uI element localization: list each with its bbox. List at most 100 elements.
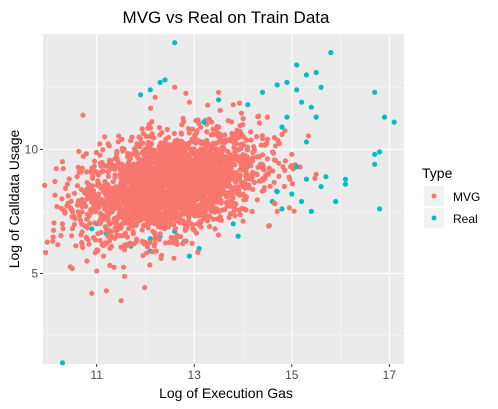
- mvg-point: [183, 181, 189, 187]
- mvg-point: [130, 179, 136, 185]
- mvg-point: [195, 154, 201, 161]
- mvg-point: [107, 245, 113, 251]
- mvg-point: [71, 190, 78, 196]
- mvg-point: [260, 163, 267, 169]
- mvg-point: [122, 273, 128, 279]
- x-tick-label: 11: [90, 368, 103, 382]
- mvg-point: [43, 249, 49, 256]
- real-point: [308, 208, 314, 214]
- mvg-point: [117, 233, 123, 239]
- real-point: [201, 119, 207, 125]
- mvg-point: [101, 213, 107, 219]
- mvg-point: [144, 188, 150, 194]
- mvg-point: [212, 164, 218, 170]
- mvg-point: [219, 178, 225, 184]
- mvg-point: [66, 176, 72, 182]
- real-point: [313, 114, 319, 120]
- real-point: [372, 151, 378, 157]
- mvg-point: [254, 134, 260, 140]
- mvg-point: [266, 223, 272, 229]
- mvg-point: [52, 178, 58, 185]
- y-tick-label: 5: [31, 266, 38, 280]
- mvg-point: [254, 172, 260, 178]
- mvg-point: [210, 171, 216, 178]
- mvg-point: [50, 238, 56, 244]
- mvg-point: [142, 172, 148, 178]
- mvg-point: [258, 178, 264, 184]
- mvg-point: [214, 176, 220, 182]
- real-point: [381, 114, 388, 120]
- mvg-point: [109, 234, 115, 240]
- mvg-point: [199, 204, 205, 210]
- mvg-point: [93, 149, 99, 156]
- mvg-point: [267, 183, 273, 189]
- mvg-point: [137, 136, 143, 142]
- mvg-point: [128, 223, 134, 229]
- real-point: [147, 87, 153, 93]
- mvg-point: [131, 199, 137, 205]
- mvg-point: [198, 124, 204, 130]
- mvg-point: [207, 193, 213, 199]
- mvg-point: [217, 107, 223, 113]
- mvg-point: [55, 242, 61, 248]
- mvg-point: [118, 192, 124, 198]
- mvg-point: [185, 203, 191, 209]
- mvg-point: [175, 184, 181, 190]
- chart-title: MVG vs Real on Train Data: [123, 8, 330, 27]
- real-point: [333, 198, 339, 205]
- axis-ticks: 11 13 15 17 5 10: [25, 142, 397, 382]
- data-points: [42, 40, 397, 366]
- mvg-point: [171, 145, 177, 151]
- mvg-point: [213, 192, 219, 198]
- mvg-point: [149, 131, 155, 137]
- real-point: [294, 164, 300, 170]
- mvg-point: [146, 153, 152, 159]
- mvg-point: [154, 196, 160, 202]
- mvg-point: [147, 125, 154, 131]
- mvg-point: [155, 205, 161, 211]
- mvg-point: [276, 173, 282, 179]
- mvg-point: [119, 136, 125, 142]
- mvg-point: [214, 140, 220, 146]
- mvg-point: [100, 168, 106, 174]
- mvg-point: [139, 126, 145, 132]
- mvg-point: [184, 224, 190, 230]
- mvg-point: [220, 158, 226, 165]
- real-point: [308, 104, 314, 110]
- mvg-point: [272, 157, 278, 163]
- mvg-point: [174, 218, 180, 224]
- mvg-point: [120, 185, 126, 191]
- mvg-point: [119, 161, 125, 167]
- mvg-point: [69, 233, 75, 239]
- mvg-point: [190, 126, 196, 132]
- mvg-point: [182, 206, 188, 213]
- mvg-point: [118, 298, 124, 304]
- mvg-point: [178, 143, 184, 149]
- mvg-point: [182, 147, 188, 153]
- real-point: [294, 62, 300, 68]
- mvg-point: [226, 156, 232, 162]
- mvg-point: [139, 209, 145, 215]
- mvg-point: [141, 193, 147, 199]
- mvg-point: [205, 102, 211, 108]
- mvg-point: [102, 206, 108, 212]
- mvg-point: [104, 163, 110, 169]
- mvg-point: [207, 153, 214, 159]
- mvg-point: [97, 220, 103, 226]
- mvg-point: [160, 140, 166, 146]
- real-point: [328, 50, 334, 56]
- mvg-point: [282, 128, 288, 134]
- mvg-point: [54, 203, 60, 210]
- mvg-point: [100, 188, 106, 194]
- mvg-point: [89, 290, 95, 296]
- mvg-point: [74, 174, 80, 180]
- mvg-point: [150, 165, 156, 171]
- mvg-point: [79, 241, 85, 247]
- mvg-point: [58, 233, 64, 239]
- mvg-point: [264, 136, 271, 142]
- mvg-point: [218, 200, 224, 206]
- mvg-point: [115, 223, 121, 229]
- mvg-point: [100, 253, 107, 259]
- mvg-point: [207, 149, 213, 155]
- mvg-point: [232, 213, 238, 219]
